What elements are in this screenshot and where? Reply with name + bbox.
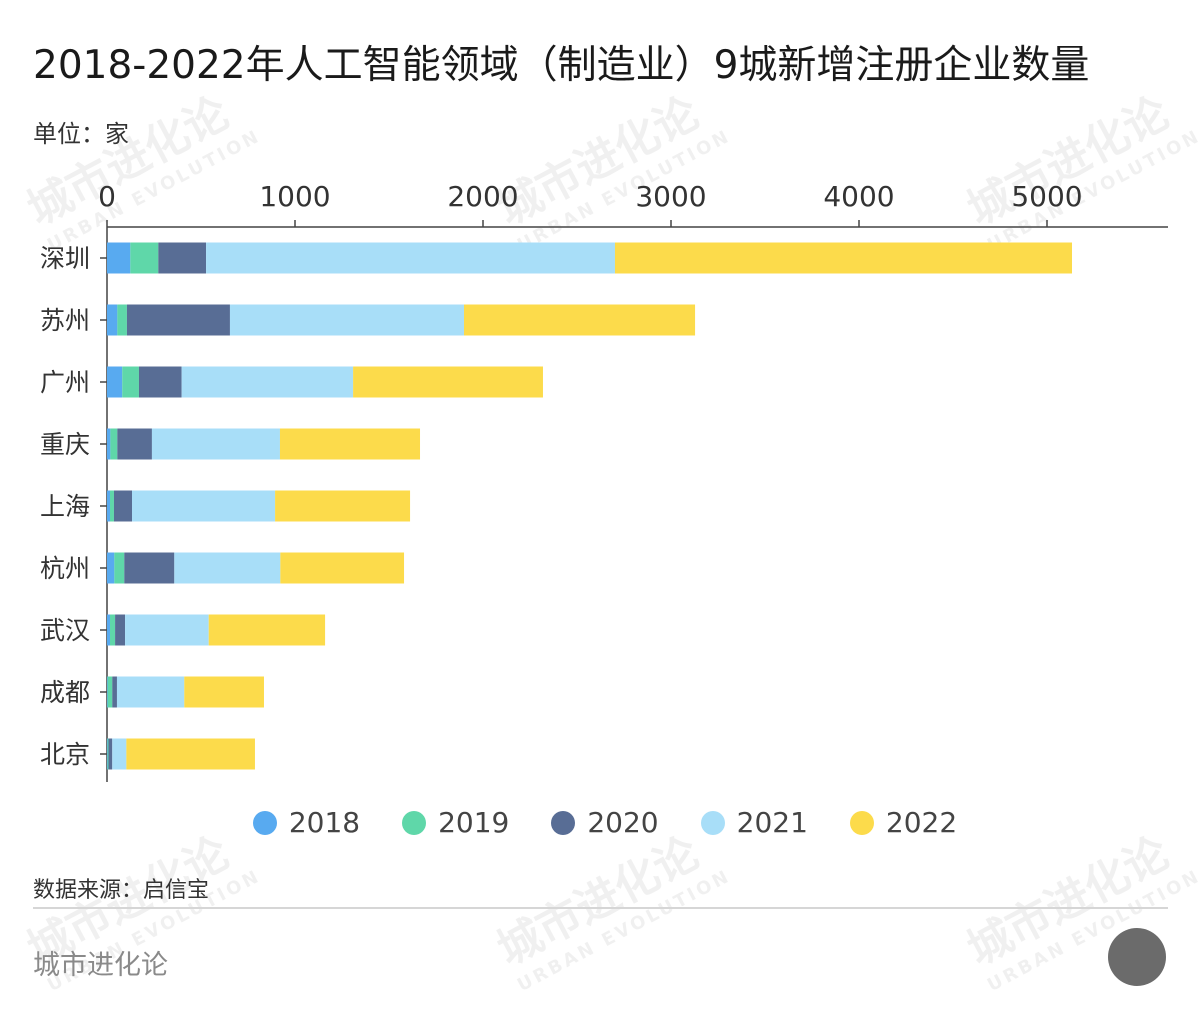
bar-segment-2020 — [108, 738, 113, 770]
bar-segment-2021 — [132, 490, 276, 522]
bar-segment-2020 — [115, 614, 126, 646]
bar-segment-2021 — [181, 366, 354, 398]
y-tick-label: 重庆 — [40, 430, 90, 459]
legend-swatch — [700, 810, 725, 835]
legend-label: 2018 — [288, 806, 361, 839]
source-note: 数据来源：启信宝 — [33, 878, 210, 903]
bar-segment-2018 — [107, 366, 123, 398]
bar-segment-2019 — [110, 614, 116, 646]
bar-segment-2021 — [116, 676, 185, 708]
bar-segment-2020 — [124, 552, 175, 584]
y-tick-label: 广州 — [40, 368, 90, 397]
x-tick-label: 1000 — [259, 180, 330, 213]
x-tick-label: 5000 — [1011, 180, 1082, 213]
divider — [33, 907, 1168, 909]
bar-segment-2018 — [107, 676, 108, 708]
bar-segment-2021 — [229, 304, 465, 336]
legend-swatch — [551, 810, 576, 835]
bar-segment-2019 — [117, 304, 127, 336]
bar-segment-2019 — [107, 738, 109, 770]
x-tick-label: 0 — [98, 180, 116, 213]
bar-segment-2020 — [117, 428, 152, 460]
legend-label: 2021 — [736, 806, 808, 839]
legend: 2018 2019 2020 2021 2022 — [0, 806, 1200, 839]
bar-segment-2022 — [353, 366, 543, 398]
y-tick-label: 深圳 — [40, 244, 90, 273]
chart-title: 2018-2022年人工智能领域（制造业）9城新增注册企业数量 — [33, 43, 1090, 88]
bar-segment-2022 — [464, 304, 696, 336]
bar-segment-2022 — [126, 738, 255, 770]
bar-segment-2019 — [114, 552, 125, 584]
bar-segment-2018 — [107, 242, 131, 274]
bar-segment-2020 — [126, 304, 230, 336]
bar-segment-2019 — [110, 490, 114, 522]
bar-segment-2018 — [107, 738, 108, 770]
y-tick-label: 苏州 — [40, 306, 90, 335]
legend-item-2019: 2019 — [402, 806, 509, 839]
bar-segment-2022 — [275, 490, 411, 522]
bar-segment-2019 — [110, 428, 118, 460]
bar-segment-2021 — [112, 738, 127, 770]
legend-item-2022: 2022 — [849, 806, 958, 839]
x-tick-label: 4000 — [823, 180, 894, 213]
bar-segment-2022 — [208, 614, 326, 646]
bar-segment-2021 — [206, 242, 615, 274]
brand-logo — [1108, 928, 1166, 986]
bar-segment-2018 — [107, 614, 111, 646]
y-tick-label: 成都 — [40, 678, 90, 707]
y-tick-label: 武汉 — [40, 616, 90, 645]
legend-label: 2022 — [885, 806, 958, 839]
bar-segment-2022 — [279, 428, 421, 460]
legend-item-2021: 2021 — [700, 806, 808, 839]
x-tick-label: 3000 — [635, 180, 706, 213]
legend-label: 2020 — [587, 806, 659, 839]
y-tick-label: 上海 — [40, 492, 90, 521]
bar-segment-2020 — [138, 366, 182, 398]
bar-segment-2022 — [184, 676, 264, 708]
bar-segment-2020 — [113, 490, 133, 522]
bar-segment-2018 — [107, 490, 111, 522]
bar-segment-2022 — [280, 552, 405, 584]
x-tick-label: 2000 — [447, 180, 518, 213]
bar-segment-2021 — [125, 614, 209, 646]
bar-segment-2018 — [107, 304, 118, 336]
bar-segment-2019 — [107, 676, 113, 708]
legend-label: 2019 — [438, 806, 510, 839]
bar-segment-2022 — [614, 242, 1073, 274]
bar-segment-2021 — [151, 428, 280, 460]
bar-segment-2019 — [130, 242, 159, 274]
brand-name: 城市进化论 — [33, 950, 168, 981]
legend-item-2018: 2018 — [252, 806, 361, 839]
legend-swatch — [849, 810, 874, 835]
bar-segment-2018 — [107, 552, 115, 584]
legend-item-2020: 2020 — [551, 806, 659, 839]
y-tick-label: 北京 — [40, 740, 90, 769]
unit-label: 单位：家 — [33, 120, 129, 148]
bar-segment-2021 — [174, 552, 281, 584]
bar-segment-2018 — [107, 428, 111, 460]
legend-swatch — [252, 810, 277, 835]
bar-segment-2020 — [112, 676, 117, 708]
bar-segment-2020 — [158, 242, 207, 274]
legend-swatch — [402, 810, 427, 835]
bar-segment-2019 — [122, 366, 139, 398]
y-tick-label: 杭州 — [40, 554, 90, 583]
